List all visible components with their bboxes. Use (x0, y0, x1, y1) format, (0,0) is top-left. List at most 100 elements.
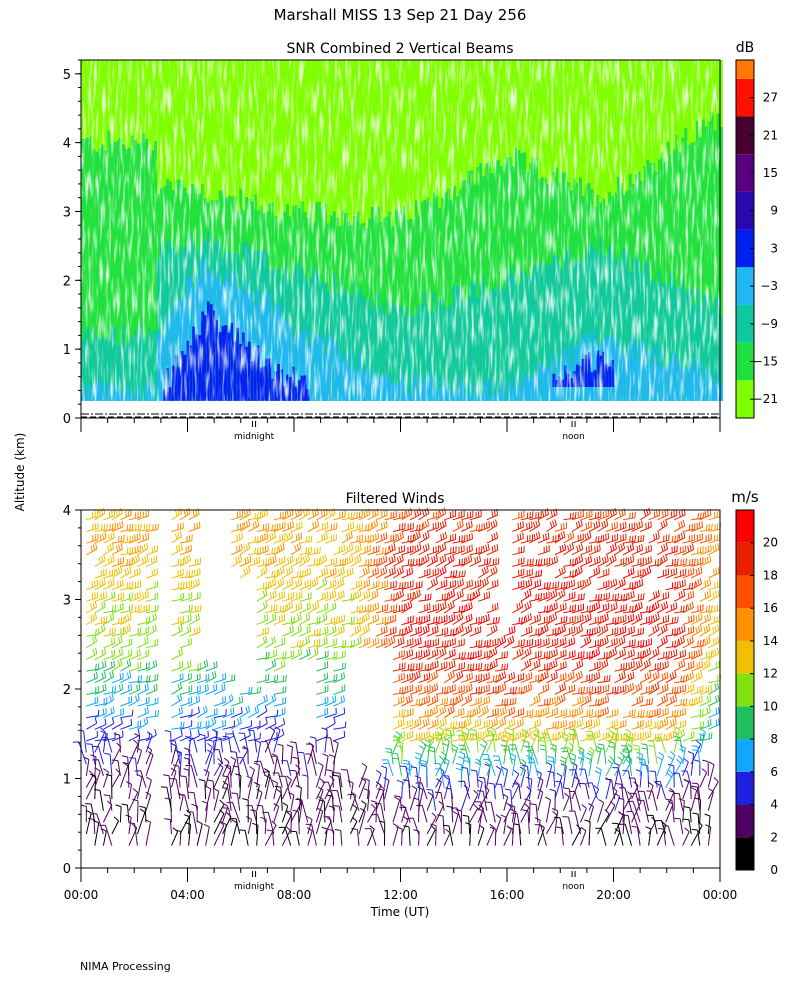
wind-barb-flag (410, 558, 412, 565)
wind-barb-shaft (571, 630, 583, 637)
wind-barb-shaft (248, 540, 261, 544)
wind-barb-shaft (367, 524, 378, 532)
wind-barb-flag (377, 602, 380, 609)
wind-barb-flag (137, 675, 140, 682)
wind-barb-flag (388, 638, 391, 645)
wind-barb-shaft (86, 668, 99, 672)
snr-cbar-tick-label: −9 (760, 317, 778, 331)
wind-barb-shaft (273, 713, 286, 719)
wind-barb-flag (573, 626, 576, 633)
wind-barb-flag (302, 639, 304, 646)
wind-barb-flag (295, 510, 298, 517)
wind-barb-flag (563, 581, 566, 589)
wind-barb-flag (427, 543, 430, 550)
wind-barb-shaft (111, 608, 124, 614)
wind-barb-flag (326, 672, 329, 679)
snr-cbar-tick-label: 9 (770, 204, 778, 218)
wind-barb-flag (458, 605, 461, 612)
wind-barb-shaft (128, 586, 141, 591)
wind-barb-shaft (171, 598, 184, 602)
wind-barb-flag (308, 612, 311, 620)
wind-barb-flag (525, 580, 528, 588)
wind-barb-flag (401, 628, 404, 635)
wind-barb-flag (560, 590, 564, 597)
wind-barb-flag (492, 520, 496, 527)
wind-barb-flag (289, 509, 292, 516)
wind-barb-flag (581, 659, 584, 666)
wind-barb-shaft (460, 526, 473, 532)
wind-barb-shaft (264, 664, 277, 672)
wind-barb-flag (488, 684, 490, 691)
wind-barb-flag (157, 523, 159, 530)
wind-barb-shaft (435, 571, 447, 579)
wind-barb-shaft (86, 722, 97, 730)
wind-barb-flag (553, 603, 556, 610)
wind-barb-shaft (278, 772, 283, 788)
wind-barb-flag (486, 730, 493, 732)
wind-barb-flag (552, 660, 556, 667)
wind-barb-flag (451, 661, 454, 668)
wind-barb-shaft (256, 594, 268, 602)
wind-barb-flag (522, 740, 529, 743)
wind-barb-flag (323, 568, 326, 575)
wind-barb-shaft (477, 742, 488, 765)
wind-barb-flag (388, 545, 391, 552)
wind-barb-shaft (86, 548, 98, 556)
wind-barb-flag (433, 672, 436, 679)
wind-barb-shaft (179, 735, 192, 742)
wind-barb-flag (366, 638, 369, 645)
wind-barb-flag (203, 660, 206, 667)
wind-barb-shaft (94, 583, 106, 591)
wind-barb-shaft (537, 621, 550, 626)
wind-barb-shaft (426, 573, 439, 579)
wind-barb-shaft (546, 737, 559, 742)
wind-barb-shaft (307, 563, 320, 567)
wind-barb-flag (183, 510, 187, 517)
wind-barb-shaft (392, 678, 405, 684)
wind-barb-flag (411, 567, 414, 574)
wind-barb-shaft (444, 633, 457, 637)
wind-barb-flag (450, 590, 453, 597)
wind-barb-flag (487, 663, 489, 670)
wind-barb-shaft (350, 540, 363, 544)
wind-barb-shaft (222, 761, 230, 777)
wind-barb-shaft (452, 644, 465, 649)
wind-barb-shaft (435, 711, 447, 719)
wind-barb-flag (408, 696, 411, 703)
wind-barb-flag (273, 659, 277, 666)
wind-barb-flag (126, 567, 130, 574)
wind-barb-flag (441, 706, 445, 714)
wind-barb-shaft (375, 526, 388, 532)
wind-barb-shaft (384, 632, 397, 637)
wind-barb-flag (479, 718, 482, 725)
wind-barb-flag (106, 733, 108, 740)
wind-barb-shaft (196, 689, 209, 695)
wind-barb-flag (509, 753, 516, 757)
wind-barb-shaft (135, 758, 138, 776)
wind-barb-shaft (316, 527, 328, 532)
wind-barb-flag (397, 533, 400, 541)
wind-barb-shaft (86, 516, 98, 521)
wind-barb-flag (306, 603, 309, 610)
wind-barb-shaft (273, 723, 285, 730)
wind-barb-flag (479, 579, 482, 586)
wind-barb-flag (420, 759, 427, 762)
wind-barb-flag (340, 696, 343, 703)
wind-barb-shaft (256, 528, 269, 532)
wind-barb-shaft (571, 724, 584, 730)
wind-barb-flag (281, 638, 283, 645)
wind-barb-shaft (340, 830, 343, 846)
wind-barb-flag (501, 718, 504, 725)
wind-barb-flag (302, 510, 306, 517)
wind-barb-flag (143, 544, 147, 551)
wind-barb-flag (136, 533, 139, 540)
wind-barb-flag (297, 626, 300, 633)
wind-barb-flag (365, 509, 368, 516)
wind-barb-shaft (103, 574, 116, 579)
wind-barb-flag (261, 510, 264, 517)
wind-barb-shaft (486, 680, 499, 684)
wind-barb-flag (324, 673, 326, 680)
wind-barb-flag (300, 648, 303, 655)
wind-barb-shaft (102, 831, 107, 846)
wind-barb-flag (136, 650, 139, 657)
